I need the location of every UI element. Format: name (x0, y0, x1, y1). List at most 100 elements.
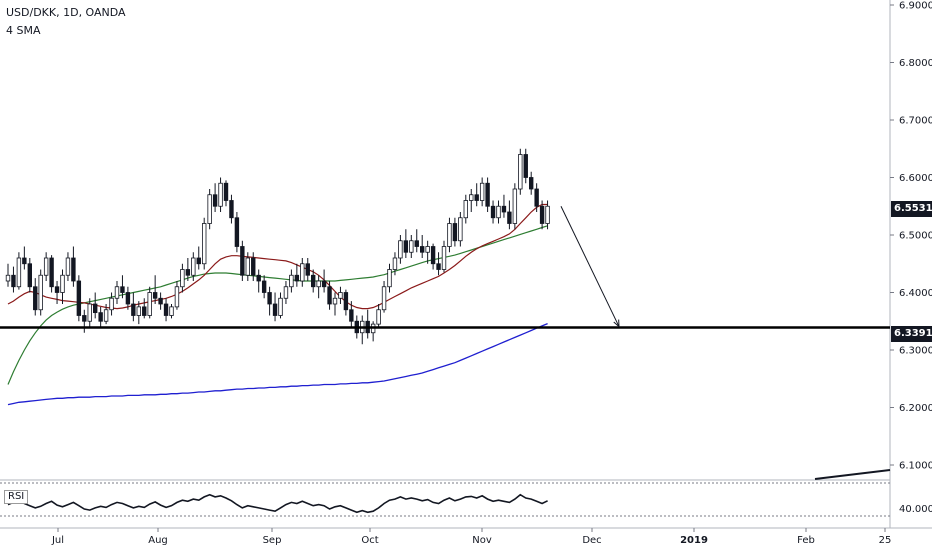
candle-body (485, 182, 490, 207)
candle (234, 212, 240, 253)
candle (33, 278, 38, 316)
symbol-title: USD/DKK, 1D, OANDA (6, 6, 126, 19)
candle (403, 229, 409, 258)
candle-body (507, 211, 512, 224)
candle-body (163, 303, 169, 316)
projection-arrow-shaft (560, 206, 620, 327)
candle (501, 194, 507, 218)
candle (518, 148, 523, 195)
candle (425, 240, 430, 264)
candle-body (332, 297, 338, 305)
candle-body (125, 292, 131, 305)
candle (223, 180, 229, 207)
candle (305, 258, 310, 281)
sma-slow-line (7, 323, 548, 406)
candle-body (321, 280, 327, 288)
candle-body (398, 240, 403, 259)
candle-body (33, 286, 38, 311)
candle-body (196, 257, 201, 265)
candle (163, 298, 169, 322)
candle (289, 269, 294, 293)
candle-body (147, 292, 152, 316)
y-tick-label: 6.80000 (899, 58, 932, 69)
candle-body (114, 286, 120, 299)
candle-body (490, 205, 496, 219)
rsi-line (7, 493, 548, 514)
candle (43, 252, 49, 281)
candle-body (469, 194, 474, 201)
candle (381, 281, 387, 313)
candle (82, 309, 87, 333)
candle-body (191, 257, 196, 276)
candle (256, 269, 261, 293)
candle-body (425, 246, 430, 253)
candle-body (169, 306, 174, 316)
candle (365, 309, 370, 339)
candle (398, 235, 403, 264)
candle-body (545, 205, 550, 224)
candle-body (229, 200, 234, 219)
candle (283, 281, 289, 304)
candle (93, 292, 98, 319)
candle-body (300, 263, 305, 282)
candle-body (201, 223, 207, 265)
indicator-title: 4 SMA (6, 24, 41, 37)
candle (310, 269, 316, 293)
candle-body (60, 274, 65, 293)
candle-body (261, 280, 267, 293)
candle-body (5, 274, 11, 282)
candle-body (501, 205, 507, 213)
x-tick-label: Sep (263, 535, 282, 546)
candle (114, 281, 120, 304)
candle-body (185, 269, 191, 276)
candle-body (278, 297, 283, 316)
candle-body (539, 205, 545, 224)
candle (229, 194, 234, 224)
candle-body (98, 312, 103, 322)
last-price-tag: 6.55314 (891, 201, 932, 217)
candle-body (305, 263, 310, 276)
y-tick-label: 6.20000 (899, 403, 932, 414)
candle (523, 148, 528, 184)
candle-body (403, 240, 409, 253)
candle (360, 315, 365, 345)
candle (71, 246, 76, 287)
candle (452, 217, 458, 247)
candle (152, 275, 158, 304)
candle-body (49, 257, 54, 288)
candle (332, 292, 338, 316)
sma-mid-line (7, 225, 548, 385)
candle-body (158, 297, 163, 305)
candle-body (392, 257, 398, 270)
candle-body (518, 154, 523, 190)
x-tick-label: Dec (582, 535, 601, 546)
candle-body (234, 217, 240, 247)
candle (392, 252, 398, 276)
candle-body (93, 303, 98, 314)
support-price-tag: 6.33914 (891, 326, 932, 342)
candle (534, 183, 539, 212)
candle (463, 194, 468, 224)
candle (174, 281, 180, 310)
candle (294, 263, 300, 287)
candle (376, 304, 381, 327)
candle-body (343, 292, 349, 311)
candle (316, 275, 321, 299)
candle-body (87, 303, 92, 322)
candle (490, 200, 496, 224)
x-tick-label: Aug (148, 535, 168, 546)
candle-body (43, 257, 49, 276)
candle (22, 246, 27, 270)
y-tick-label: 6.70000 (899, 116, 932, 127)
candle (98, 306, 103, 327)
candle (201, 217, 207, 270)
rsi-label[interactable]: RSI (4, 490, 29, 504)
candle (245, 252, 250, 281)
candle (469, 189, 474, 212)
candle (370, 321, 376, 342)
candle-body (338, 292, 343, 299)
candle (436, 252, 441, 276)
candle-body (283, 286, 289, 299)
